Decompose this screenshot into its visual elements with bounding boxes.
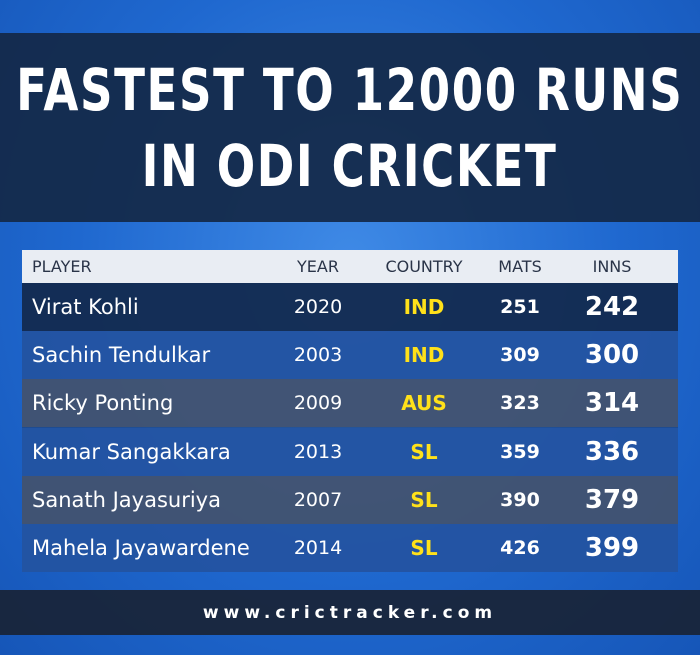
innings-cell: 379	[584, 484, 640, 515]
player-cell: Virat Kohli	[32, 295, 139, 320]
table-row: Sanath Jayasuriya 2007 SL 390 379	[22, 475, 678, 524]
year-cell: 2009	[293, 392, 343, 415]
table-row: Mahela Jayawardene 2014 SL 426 399	[22, 523, 678, 572]
year-cell: 2020	[293, 296, 343, 319]
column-header: YEAR	[297, 257, 339, 276]
table-row: Sachin Tendulkar 2003 IND 309 300	[22, 331, 678, 380]
country-cell: AUS	[401, 391, 447, 416]
matches-cell: 426	[500, 536, 540, 559]
country-cell: SL	[410, 535, 438, 560]
innings-cell: 300	[584, 340, 640, 371]
title-line: IN ODI CRICKET	[142, 131, 558, 200]
country-cell: SL	[410, 439, 438, 464]
matches-cell: 323	[500, 392, 540, 415]
player-cell: Sanath Jayasuriya	[32, 487, 221, 512]
table-row: Kumar Sangakkara 2013 SL 359 336	[22, 427, 678, 476]
matches-cell: 309	[500, 344, 540, 367]
column-header: INNS	[592, 257, 632, 276]
player-cell: Ricky Ponting	[32, 391, 174, 416]
matches-cell: 359	[500, 440, 540, 463]
country-cell: IND	[403, 295, 445, 320]
column-header: PLAYER	[32, 257, 92, 276]
year-cell: 2003	[293, 344, 343, 367]
table-row: Ricky Ponting 2009 AUS 323 314	[22, 379, 678, 428]
column-header: MATS	[498, 257, 542, 276]
player-cell: Sachin Tendulkar	[32, 343, 211, 368]
player-cell: Mahela Jayawardene	[32, 535, 250, 560]
column-header: COUNTRY	[385, 257, 463, 276]
footer: www.crictracker.com	[0, 590, 700, 635]
year-cell: 2014	[293, 536, 343, 559]
year-cell: 2013	[293, 440, 343, 463]
innings-cell: 314	[584, 388, 640, 419]
stats-table: PLAYER YEAR COUNTRY MATS INNS Virat Kohli 2020…	[22, 250, 678, 572]
matches-cell: 251	[500, 296, 540, 319]
player-cell: Kumar Sangakkara	[32, 439, 231, 464]
innings-cell: 242	[584, 292, 640, 323]
table-row: Virat Kohli 2020 IND 251 242	[22, 283, 678, 332]
title-line: FASTEST TO 12000 RUNS	[16, 55, 684, 124]
innings-cell: 399	[584, 532, 640, 563]
country-cell: SL	[410, 487, 438, 512]
innings-cell: 336	[584, 436, 640, 467]
title-band: FASTEST TO 12000 RUNS IN ODI CRICKET	[0, 33, 700, 222]
header-row: PLAYER YEAR COUNTRY MATS INNS	[22, 250, 678, 283]
website: www.crictracker.com	[202, 602, 498, 623]
country-cell: IND	[403, 343, 445, 368]
year-cell: 2007	[293, 488, 343, 511]
matches-cell: 390	[500, 488, 540, 511]
